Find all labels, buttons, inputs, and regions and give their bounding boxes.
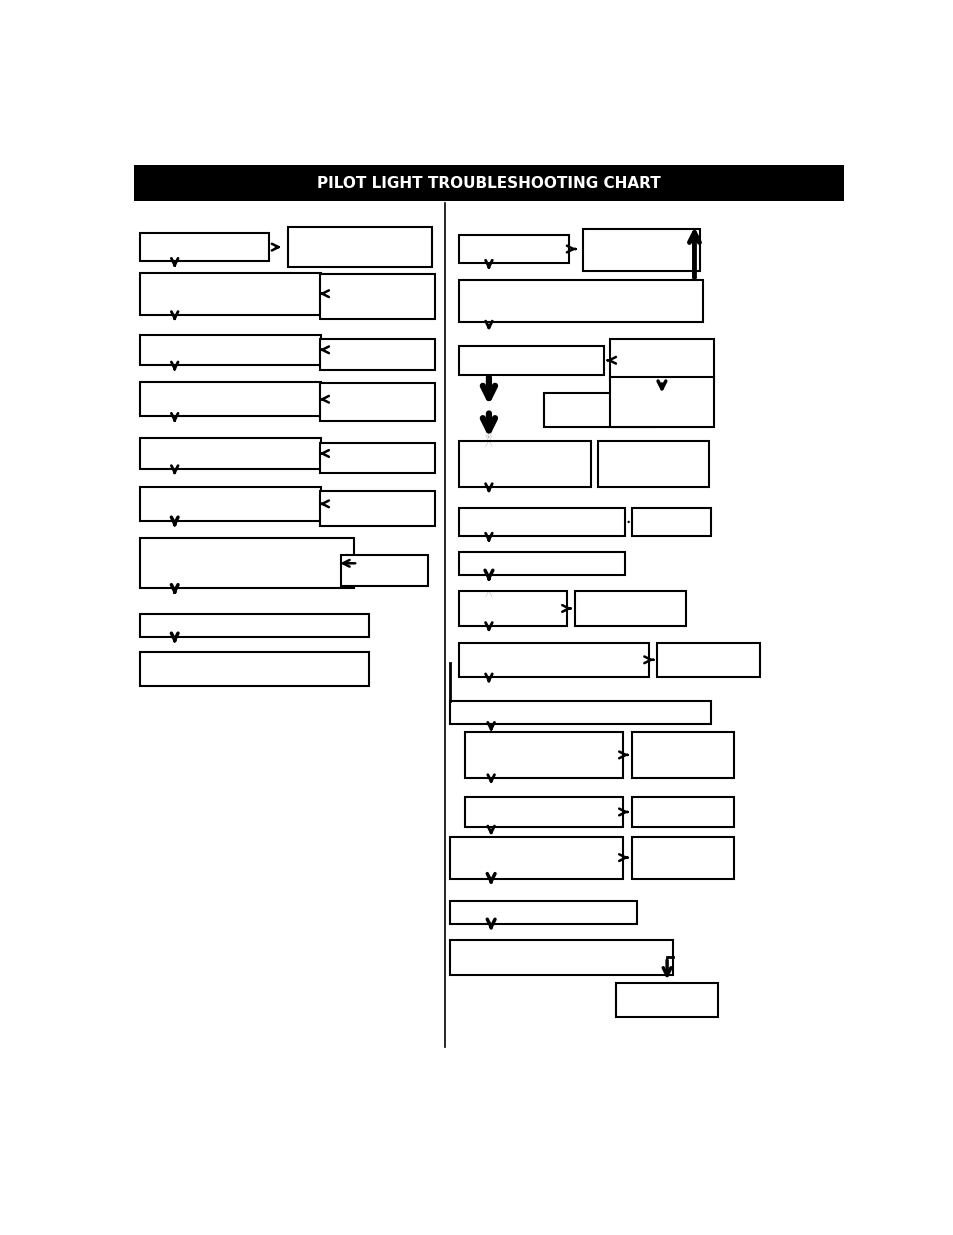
FancyBboxPatch shape	[459, 235, 568, 263]
FancyBboxPatch shape	[543, 393, 656, 427]
FancyBboxPatch shape	[465, 797, 623, 827]
FancyBboxPatch shape	[459, 346, 603, 374]
FancyBboxPatch shape	[465, 732, 623, 778]
FancyBboxPatch shape	[140, 438, 321, 468]
FancyBboxPatch shape	[140, 273, 321, 315]
FancyBboxPatch shape	[459, 592, 566, 626]
FancyBboxPatch shape	[450, 700, 710, 724]
FancyBboxPatch shape	[320, 274, 435, 320]
FancyBboxPatch shape	[140, 233, 269, 262]
FancyBboxPatch shape	[632, 797, 734, 827]
FancyBboxPatch shape	[140, 382, 321, 416]
FancyBboxPatch shape	[610, 340, 713, 382]
FancyBboxPatch shape	[632, 732, 734, 778]
FancyBboxPatch shape	[632, 508, 710, 536]
FancyBboxPatch shape	[459, 441, 590, 487]
FancyBboxPatch shape	[657, 642, 759, 677]
FancyBboxPatch shape	[450, 902, 637, 924]
FancyBboxPatch shape	[341, 556, 428, 585]
Text: PILOT LIGHT TROUBLESHOOTING CHART: PILOT LIGHT TROUBLESHOOTING CHART	[316, 175, 660, 191]
FancyBboxPatch shape	[140, 614, 369, 637]
FancyBboxPatch shape	[610, 378, 713, 427]
FancyBboxPatch shape	[140, 487, 321, 521]
FancyBboxPatch shape	[632, 836, 734, 878]
FancyBboxPatch shape	[320, 340, 435, 369]
FancyBboxPatch shape	[288, 227, 432, 267]
FancyBboxPatch shape	[459, 280, 702, 322]
FancyBboxPatch shape	[450, 836, 623, 878]
FancyBboxPatch shape	[320, 443, 435, 473]
FancyBboxPatch shape	[582, 228, 699, 270]
FancyBboxPatch shape	[450, 940, 672, 974]
FancyBboxPatch shape	[459, 508, 624, 536]
FancyBboxPatch shape	[459, 642, 649, 677]
FancyBboxPatch shape	[598, 441, 708, 487]
FancyBboxPatch shape	[320, 492, 435, 526]
FancyBboxPatch shape	[140, 335, 321, 366]
FancyBboxPatch shape	[320, 383, 435, 421]
FancyBboxPatch shape	[616, 983, 718, 1018]
FancyBboxPatch shape	[133, 165, 842, 201]
FancyBboxPatch shape	[575, 592, 685, 626]
FancyBboxPatch shape	[459, 552, 624, 576]
FancyBboxPatch shape	[140, 652, 369, 687]
FancyBboxPatch shape	[140, 538, 354, 589]
